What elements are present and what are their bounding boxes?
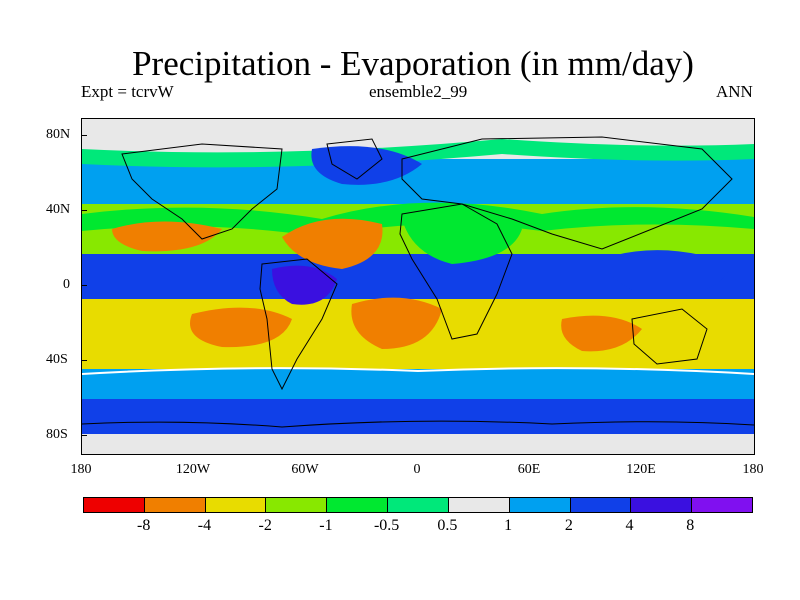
colorbar-label: 4	[625, 517, 634, 534]
patch-n-atlantic-storm	[311, 146, 422, 185]
lat-tick	[81, 285, 87, 286]
colorbar-box	[631, 498, 693, 512]
patch-s-atlantic	[351, 297, 442, 349]
colorbar-label: 1	[504, 517, 513, 534]
lon-label-120w: 120W	[175, 462, 211, 477]
colorbar-box	[84, 498, 145, 512]
patch-w-pacific	[602, 250, 732, 299]
coast-north-america	[121, 143, 283, 240]
teal-belt-north	[82, 139, 754, 168]
lon-label-180w: 180	[70, 462, 92, 477]
colorbar-label: -2	[258, 517, 272, 534]
coast-australia	[631, 308, 708, 365]
lon-label-180e: 180	[742, 462, 764, 477]
patch-s-indian	[561, 315, 642, 352]
patch-n-africa	[402, 211, 522, 264]
lon-label-120e: 120E	[626, 462, 656, 477]
coast-eurasia	[401, 136, 733, 250]
colorbar	[83, 497, 753, 513]
colorbar-box	[570, 498, 632, 512]
colorbar-label: -0.5	[373, 517, 400, 534]
colorbar-label: 0.5	[437, 517, 458, 534]
ensemble-label: ensemble2_99	[369, 82, 468, 101]
coast-south-america	[259, 258, 338, 391]
patch-amazon	[272, 265, 337, 305]
lon-label-60w: 60W	[291, 462, 319, 477]
colorbar-label: -8	[137, 517, 151, 534]
contour-south	[82, 367, 754, 375]
patch-n-atlantic	[282, 218, 383, 269]
colorbar-box	[509, 498, 571, 512]
band-southern-ocean	[82, 399, 754, 434]
patch-n-pacific	[112, 221, 222, 252]
colorbar-label: -4	[197, 517, 212, 534]
colorbar-box	[448, 498, 510, 512]
lon-label-60e: 60E	[517, 462, 541, 477]
colorbar-label: 8	[686, 517, 695, 534]
precip-evap-map	[81, 118, 755, 455]
coast-antarctica	[82, 420, 754, 428]
colorbar-box	[388, 498, 449, 512]
colorbar-box	[205, 498, 267, 512]
lat-tick	[81, 360, 87, 361]
lon-label-0: 0	[413, 462, 421, 477]
colorbar-label: -1	[319, 517, 333, 534]
colorbar-box	[692, 498, 752, 512]
band-midlat-south	[82, 369, 754, 399]
map-canvas	[82, 119, 754, 454]
lat-tick	[81, 135, 87, 136]
season-label: ANN	[716, 82, 753, 101]
lat-label-80s: 80S	[46, 427, 68, 442]
colorbar-box	[266, 498, 328, 512]
lat-label-40n: 40N	[46, 202, 71, 217]
lat-tick	[81, 210, 87, 211]
plot-title: Precipitation - Evaporation (in mm/day)	[132, 44, 694, 83]
lat-label-eq: 0	[63, 277, 70, 292]
colorbar-label: 2	[564, 517, 573, 534]
lat-label-80n: 80N	[46, 127, 71, 142]
coast-greenland	[326, 138, 383, 180]
lat-tick	[81, 435, 87, 436]
band-antarctic	[82, 434, 754, 454]
colorbar-box	[144, 498, 206, 512]
coast-africa	[399, 203, 513, 340]
colorbar-box	[327, 498, 389, 512]
experiment-label: Expt = tcrvW	[81, 82, 174, 101]
lat-label-40s: 40S	[46, 352, 68, 367]
